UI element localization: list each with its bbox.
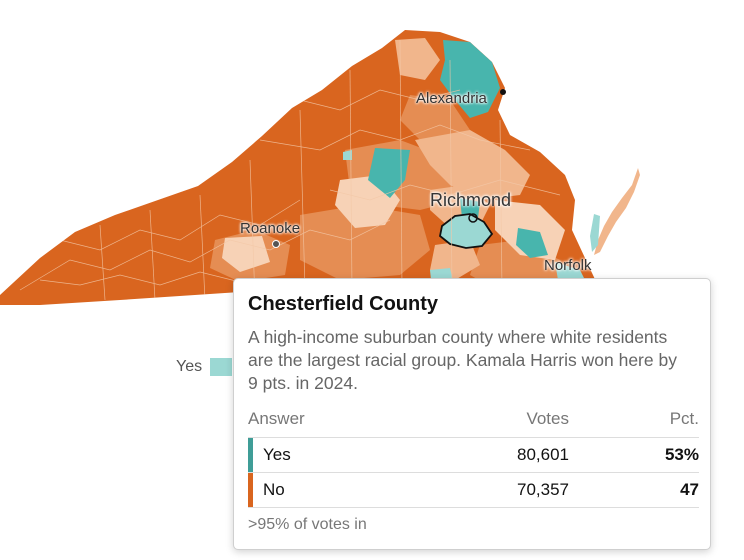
table-row: Yes 80,601 53%: [248, 437, 699, 473]
answer-no: No: [263, 480, 285, 499]
votes-no: 70,357: [415, 472, 569, 508]
county-yes: [440, 40, 500, 118]
county-tooltip: Chesterfield County A high-income suburb…: [233, 278, 711, 550]
chesterfield-county: [439, 213, 494, 249]
city-label-norfolk: Norfolk: [544, 257, 592, 274]
tooltip-title: Chesterfield County: [248, 293, 439, 315]
results-header-row: Answer Votes Pct.: [248, 409, 699, 438]
eastern-shore: [594, 168, 640, 255]
county-yes: [460, 198, 480, 218]
pct-no: 47: [569, 472, 699, 508]
answer-cell: Yes: [248, 437, 416, 473]
eastern-shore-yes: [590, 214, 600, 252]
pct-yes: 53%: [569, 437, 699, 473]
county-patch: [415, 130, 530, 200]
county-yes: [516, 228, 548, 258]
county-patch: [300, 205, 430, 280]
votes-reported-note: >95% of votes in: [248, 516, 367, 533]
legend: Yes: [176, 358, 233, 376]
no-color-bar: [248, 473, 253, 507]
votes-yes: 80,601: [415, 437, 569, 473]
yes-color-bar: [248, 438, 253, 472]
county-patch: [395, 38, 440, 80]
county-patch: [222, 236, 270, 272]
city-label-alexandria: Alexandria: [416, 90, 487, 107]
city-label-richmond: Richmond: [430, 190, 512, 210]
header-votes: Votes: [415, 409, 569, 438]
table-row: No 70,357 47: [248, 472, 699, 508]
results-table: Answer Votes Pct. Yes 80,601 53% No 70,3…: [248, 409, 699, 508]
answer-yes: Yes: [263, 445, 291, 464]
richmond-dot: [468, 213, 478, 223]
legend-yes-swatch: [210, 358, 233, 376]
county-borders: [19, 39, 561, 301]
county-yes: [343, 150, 352, 160]
legend-yes-label: Yes: [176, 358, 203, 375]
header-answer: Answer: [248, 409, 416, 438]
county-yes: [368, 148, 410, 198]
tooltip-description: A high-income suburban county where whit…: [248, 327, 677, 393]
alexandria-dot: [500, 89, 506, 95]
county-patch: [495, 200, 565, 260]
roanoke-dot: [272, 240, 280, 248]
header-pct: Pct.: [569, 409, 699, 438]
city-label-roanoke: Roanoke: [240, 220, 301, 237]
answer-cell: No: [248, 472, 416, 508]
